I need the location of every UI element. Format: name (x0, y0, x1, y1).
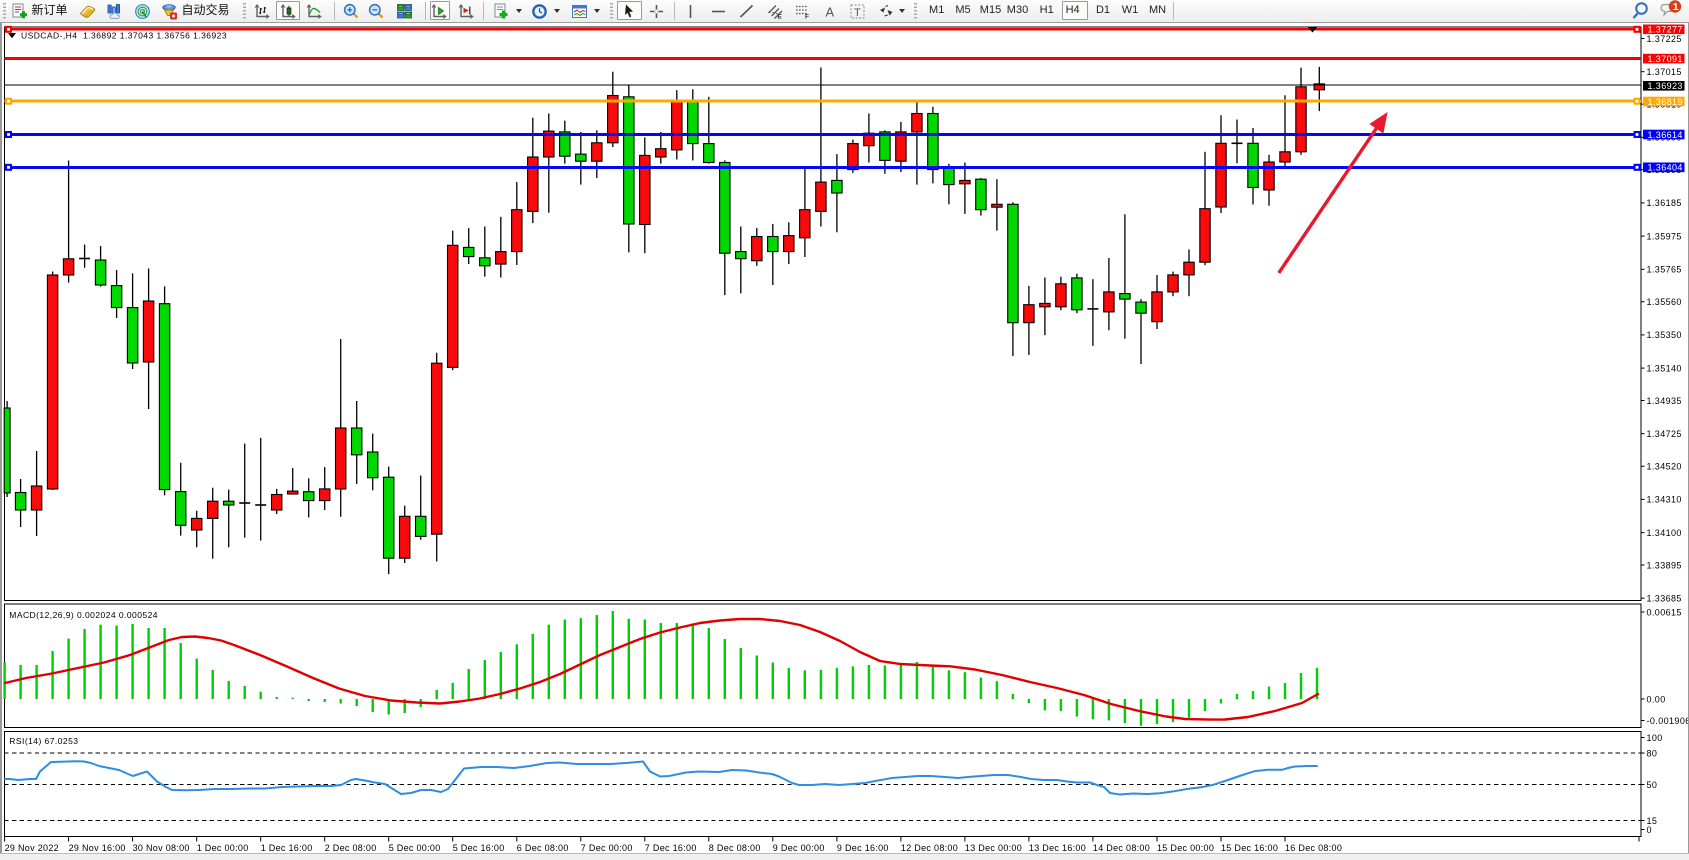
svg-text:50: 50 (1647, 780, 1658, 790)
svg-text:1.36614: 1.36614 (1648, 130, 1683, 140)
svg-text:1.36819: 1.36819 (1648, 97, 1683, 107)
svg-text:1.35140: 1.35140 (1647, 363, 1682, 373)
svg-text:1.37277: 1.37277 (1648, 25, 1683, 35)
svg-text:14 Dec 08:00: 14 Dec 08:00 (1093, 843, 1150, 853)
svg-text:1.37091: 1.37091 (1648, 54, 1683, 64)
svg-text:1.37015: 1.37015 (1647, 67, 1682, 77)
svg-text:15: 15 (1647, 816, 1658, 826)
svg-text:1.35560: 1.35560 (1647, 297, 1682, 307)
svg-text:9 Dec 16:00: 9 Dec 16:00 (837, 843, 889, 853)
svg-text:1: 1 (1673, 1, 1679, 13)
svg-text:5 Dec 00:00: 5 Dec 00:00 (389, 843, 441, 853)
svg-text:6 Dec 08:00: 6 Dec 08:00 (517, 843, 569, 853)
svg-text:A: A (825, 5, 834, 20)
svg-text:1.35975: 1.35975 (1647, 231, 1682, 241)
svg-text:E: E (777, 14, 782, 21)
svg-text:7 Dec 16:00: 7 Dec 16:00 (645, 843, 697, 853)
svg-text:1.33685: 1.33685 (1647, 594, 1682, 604)
svg-text:29 Nov 16:00: 29 Nov 16:00 (69, 843, 126, 853)
svg-text:7 Dec 00:00: 7 Dec 00:00 (581, 843, 633, 853)
svg-text:0: 0 (1647, 825, 1652, 835)
svg-text:29 Nov 2022: 29 Nov 2022 (5, 843, 59, 853)
svg-text:0.00: 0.00 (1647, 694, 1666, 704)
svg-text:8 Dec 08:00: 8 Dec 08:00 (709, 843, 761, 853)
svg-text:1.34100: 1.34100 (1647, 528, 1682, 538)
svg-text:1.34725: 1.34725 (1647, 429, 1682, 439)
svg-text:9 Dec 00:00: 9 Dec 00:00 (773, 843, 825, 853)
svg-text:1.36404: 1.36404 (1648, 163, 1683, 173)
svg-text:16 Dec 08:00: 16 Dec 08:00 (1285, 843, 1342, 853)
svg-text:MACD(12,26,9) 0.002024 0.00052: MACD(12,26,9) 0.002024 0.000524 (9, 610, 158, 620)
svg-text:1.37225: 1.37225 (1647, 34, 1682, 44)
svg-text:5 Dec 16:00: 5 Dec 16:00 (453, 843, 505, 853)
svg-text:USDCAD-,H4 1.36892 1.37043 1.: USDCAD-,H4 1.36892 1.37043 1.36756 1.369… (21, 31, 227, 41)
svg-text:1.35765: 1.35765 (1647, 265, 1682, 275)
svg-text:12 Dec 08:00: 12 Dec 08:00 (901, 843, 958, 853)
svg-text:30 Nov 08:00: 30 Nov 08:00 (133, 843, 190, 853)
svg-text:RSI(14) 67.0253: RSI(14) 67.0253 (9, 736, 78, 746)
svg-text:100: 100 (1647, 733, 1663, 743)
svg-text:15 Dec 16:00: 15 Dec 16:00 (1221, 843, 1278, 853)
svg-text:1.33895: 1.33895 (1647, 560, 1682, 570)
svg-text:T: T (854, 7, 861, 19)
svg-text:80: 80 (1647, 748, 1658, 758)
svg-text:1.36185: 1.36185 (1647, 198, 1682, 208)
svg-text:13 Dec 00:00: 13 Dec 00:00 (965, 843, 1022, 853)
svg-text:F: F (805, 14, 809, 21)
svg-text:2 Dec 08:00: 2 Dec 08:00 (325, 843, 377, 853)
svg-text:1.34935: 1.34935 (1647, 396, 1682, 406)
svg-text:1.34520: 1.34520 (1647, 462, 1682, 472)
svg-text:1 Dec 00:00: 1 Dec 00:00 (197, 843, 249, 853)
svg-text:0.00615: 0.00615 (1647, 607, 1682, 617)
svg-text:1.34310: 1.34310 (1647, 495, 1682, 505)
svg-text:1 Dec 16:00: 1 Dec 16:00 (261, 843, 313, 853)
svg-text:1.36923: 1.36923 (1648, 81, 1683, 91)
svg-text:1.35350: 1.35350 (1647, 330, 1682, 340)
svg-text:13 Dec 16:00: 13 Dec 16:00 (1029, 843, 1086, 853)
svg-text:-0.001906: -0.001906 (1647, 716, 1689, 726)
svg-text:15 Dec 00:00: 15 Dec 00:00 (1157, 843, 1214, 853)
